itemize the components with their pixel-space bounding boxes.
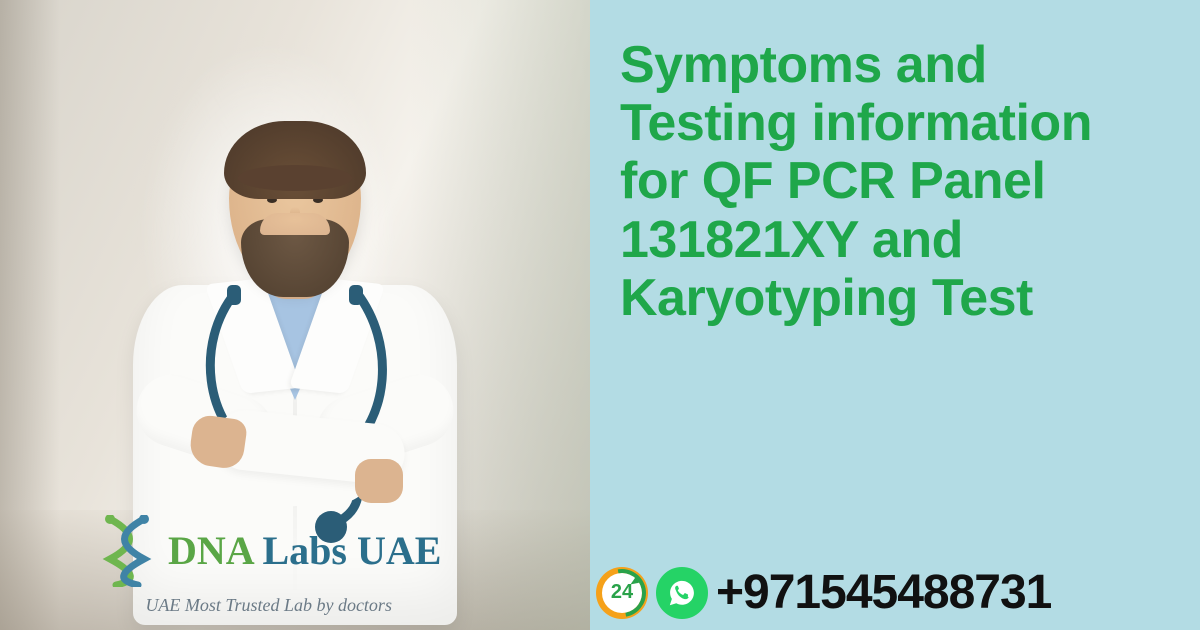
dna-helix-icon [96,515,158,587]
brand-logo-block: DNA Labs UAE UAE Most Trusted Lab by doc… [96,515,441,616]
right-text-panel: Symptoms and Testing information for QF … [590,0,1200,630]
brand-tagline: UAE Most Trusted Lab by doctors [96,595,441,616]
headline-text: Symptoms and Testing information for QF … [620,36,1170,327]
brand-name: DNA Labs UAE [168,531,441,571]
contact-row: 24 +971545488731 [596,565,1190,620]
beard [241,219,349,297]
brand-name-dna: DNA [168,528,262,573]
brand-logo-row: DNA Labs UAE [96,515,441,587]
phone-number[interactable]: +971545488731 [716,565,1051,620]
24-hours-badge: 24 [596,567,648,619]
banner-container: DNA Labs UAE UAE Most Trusted Lab by doc… [0,0,1200,630]
helix-strand-2 [124,519,144,585]
whatsapp-glyph [667,578,697,608]
left-photo-panel: DNA Labs UAE UAE Most Trusted Lab by doc… [0,0,590,630]
24-arrow-icon [589,559,656,626]
brand-text: DNA Labs UAE [168,531,441,571]
hand-left [355,459,403,503]
brand-name-rest: Labs UAE [262,528,441,573]
whatsapp-icon[interactable] [656,567,708,619]
hair [224,121,366,199]
